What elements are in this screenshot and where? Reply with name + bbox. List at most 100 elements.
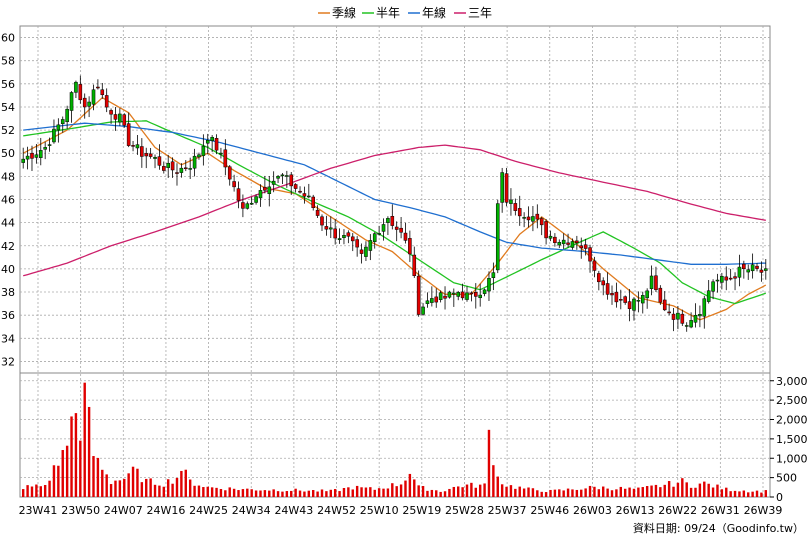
candlesticks	[21, 75, 768, 332]
candle	[293, 183, 298, 193]
candle	[258, 184, 263, 207]
candle-body	[474, 292, 478, 297]
volume-bar	[729, 491, 732, 497]
candle	[452, 288, 456, 307]
candle-body	[728, 277, 733, 280]
volume-tick-label: 2,000	[776, 414, 808, 427]
volume-bar	[61, 450, 64, 497]
candle-body	[636, 300, 641, 302]
ma-line	[23, 122, 766, 265]
candle-body	[526, 216, 531, 221]
candle-body	[205, 140, 210, 144]
chart-legend: 季線 半年 年線 三年	[318, 5, 492, 20]
candle-body	[285, 175, 289, 177]
candle-body	[711, 281, 715, 292]
candle	[430, 286, 434, 307]
volume-bar	[391, 483, 394, 497]
candle	[548, 230, 553, 242]
candle	[364, 241, 368, 262]
candle-body	[632, 298, 636, 311]
candle	[25, 146, 30, 170]
volume-bar	[101, 469, 104, 497]
candle	[337, 228, 342, 244]
candle	[706, 280, 711, 304]
candle-body	[575, 240, 579, 244]
candle	[320, 214, 324, 232]
candle	[355, 236, 359, 257]
price-tick-label: 60	[1, 32, 15, 45]
volume-bar	[237, 490, 240, 497]
candle-body	[38, 150, 43, 158]
candle-body	[764, 268, 768, 271]
candle-body	[201, 145, 206, 156]
candle-body	[755, 265, 759, 269]
candle-body	[386, 218, 390, 223]
price-tick-label: 40	[1, 263, 15, 276]
volume-bar	[465, 484, 469, 497]
candle	[597, 270, 601, 291]
candle-body	[394, 226, 399, 230]
candle	[324, 215, 329, 236]
candle	[381, 218, 386, 241]
candle	[412, 246, 417, 278]
volume-bar	[312, 490, 315, 497]
candle-body	[311, 196, 315, 208]
volume-bar	[448, 488, 451, 497]
volume-bar	[522, 488, 526, 497]
x-tick-label: 24W25	[189, 504, 228, 517]
candle	[561, 233, 566, 249]
price-tick-label: 50	[1, 147, 15, 160]
volume-bar	[487, 429, 491, 497]
volume-bar	[681, 478, 684, 497]
candle-body	[109, 110, 113, 115]
volume-bar	[610, 490, 614, 497]
volume-bar	[70, 416, 73, 497]
candle-body	[597, 273, 601, 283]
candle-body	[487, 278, 491, 292]
candle-body	[742, 263, 746, 270]
volume-bar	[588, 485, 592, 497]
volume-bar	[48, 480, 51, 497]
volume-bar	[254, 490, 258, 497]
candle	[87, 96, 91, 118]
candle	[201, 134, 206, 166]
volume-bar	[492, 465, 495, 497]
candle	[474, 283, 478, 309]
candle	[658, 285, 663, 305]
volume-bar	[571, 489, 574, 497]
candle	[386, 216, 390, 235]
volume-bar	[716, 484, 719, 497]
x-tick-label: 25W28	[445, 504, 484, 517]
candle	[113, 106, 118, 131]
candle	[711, 279, 715, 300]
candle-body	[452, 292, 456, 295]
candle-body	[443, 295, 447, 299]
candle	[249, 196, 254, 205]
volume-bar	[276, 491, 280, 497]
candle	[487, 271, 491, 301]
candle-body	[614, 291, 619, 303]
candle	[698, 305, 702, 328]
x-tick-label: 25W19	[402, 504, 441, 517]
candle-body	[337, 238, 342, 241]
volume-bar	[87, 406, 91, 497]
candle	[267, 175, 272, 207]
volume-bar	[505, 486, 508, 497]
candle-body	[390, 216, 395, 226]
candle-body	[263, 186, 267, 191]
candle-body	[214, 138, 219, 151]
candle-body	[698, 314, 702, 317]
volume-bar	[197, 485, 201, 497]
candle-body	[399, 227, 403, 233]
volume-bar	[281, 491, 284, 497]
candle-body	[531, 216, 535, 222]
candle-body	[320, 216, 324, 226]
volume-bar	[470, 482, 473, 497]
candle-body	[249, 203, 254, 205]
candle-body	[649, 275, 654, 289]
candle-body	[34, 154, 39, 158]
candle-body	[605, 283, 610, 295]
candle-body	[350, 236, 355, 242]
candle-body	[619, 299, 623, 301]
volume-bar	[527, 487, 530, 497]
